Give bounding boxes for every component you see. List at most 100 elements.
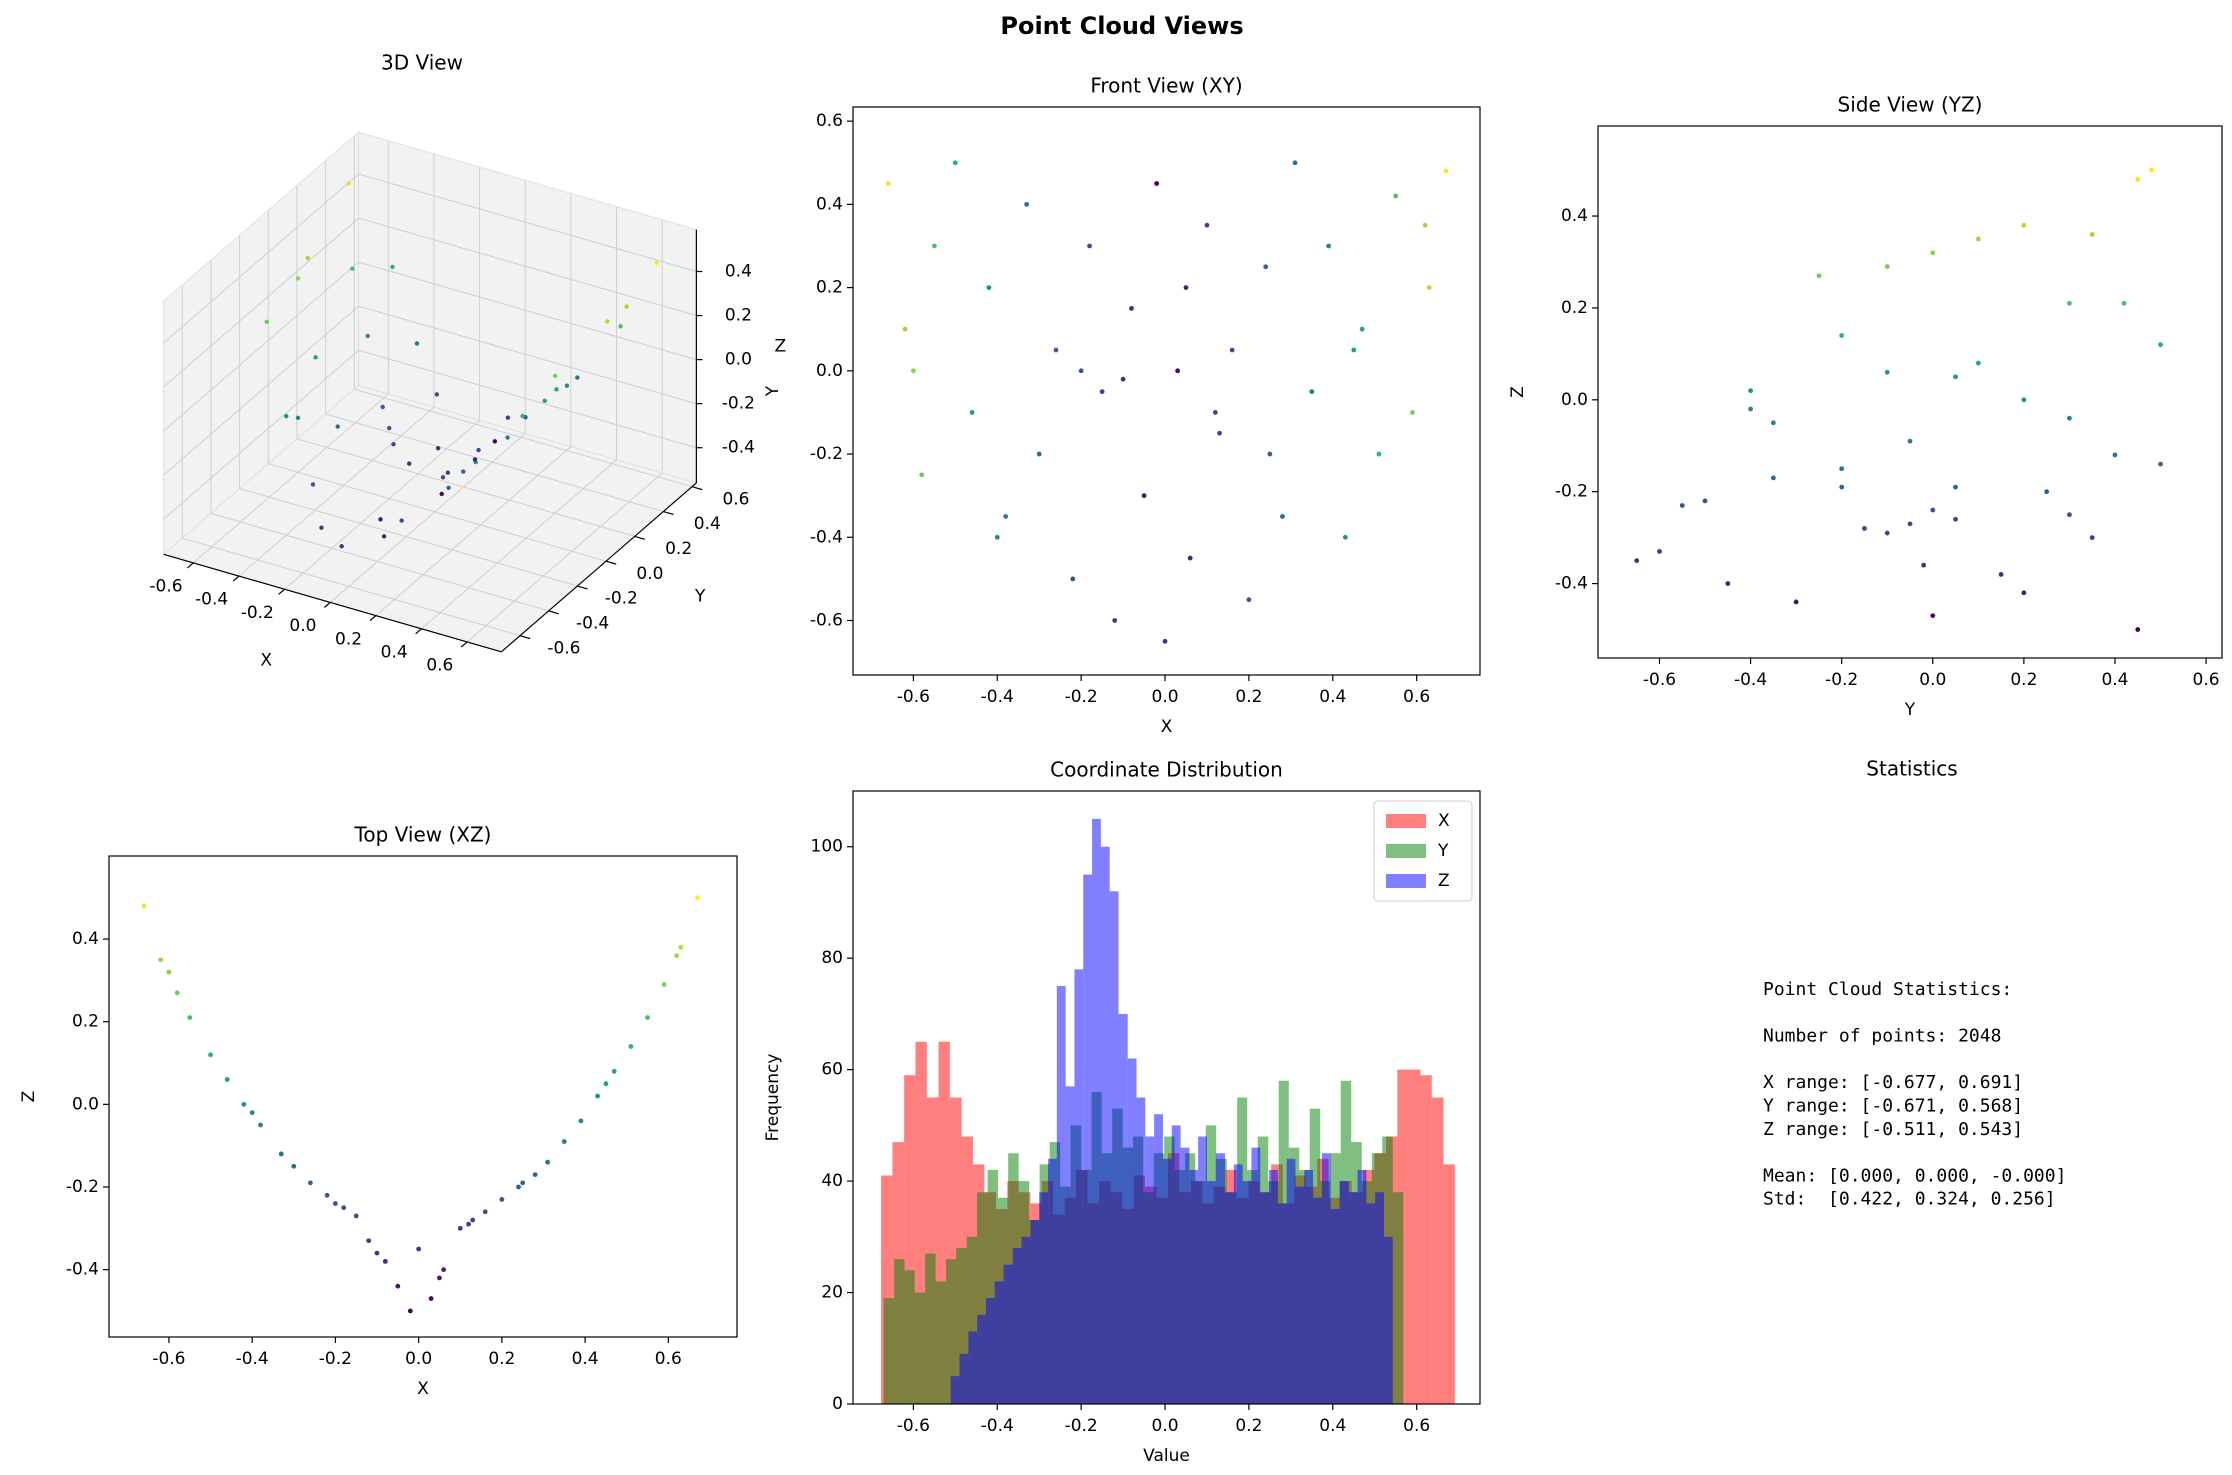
point	[2135, 176, 2141, 182]
point	[1975, 360, 1981, 366]
point	[1907, 521, 1913, 527]
stats-line: Z range: [-0.511, 0.543]	[1763, 1119, 2023, 1140]
point	[661, 982, 667, 987]
y-tick	[634, 535, 646, 540]
y-tick-label: -0.2	[605, 589, 638, 609]
point	[1099, 389, 1105, 395]
stats-line: Number of points: 2048	[1763, 1026, 2001, 1047]
point	[295, 276, 301, 281]
y-tick-label: 0.2	[1561, 298, 1588, 318]
point	[437, 1275, 442, 1281]
x-tick-label: -0.6	[152, 1349, 185, 1369]
bar	[1348, 1192, 1358, 1404]
point	[952, 160, 958, 166]
y-tick	[577, 585, 588, 590]
point	[578, 1118, 584, 1124]
z-tick-label: -0.2	[722, 394, 755, 414]
point	[461, 469, 466, 474]
grid-line	[358, 349, 697, 449]
bar	[1339, 1181, 1349, 1404]
y-tick-label: 0.2	[816, 278, 843, 298]
point	[654, 260, 659, 266]
point	[2044, 489, 2050, 495]
point	[1998, 571, 2004, 577]
bar	[1030, 1220, 1040, 1404]
point	[457, 1225, 463, 1231]
bar	[1409, 1069, 1421, 1404]
point	[1376, 451, 1382, 457]
bar	[883, 1298, 895, 1404]
point	[414, 341, 420, 346]
x-tick-label: -0.2	[1065, 687, 1098, 707]
bar	[1206, 1181, 1216, 1404]
bar	[1189, 1169, 1199, 1404]
point	[564, 383, 570, 388]
point	[1862, 526, 1867, 531]
grid-line	[239, 488, 578, 587]
bar	[1366, 1203, 1376, 1404]
y-tick-label: -0.6	[547, 638, 580, 658]
x-tick-label: 0.6	[1403, 687, 1430, 707]
point	[241, 1101, 247, 1107]
point	[2112, 452, 2118, 458]
point	[994, 534, 1000, 540]
point	[305, 255, 310, 261]
point	[1120, 376, 1126, 382]
x-tick-label: 0.2	[335, 629, 362, 649]
x-tick-label: 0.2	[1235, 1416, 1262, 1436]
point	[1229, 347, 1235, 353]
grid-line	[296, 438, 635, 537]
legend-label: X	[1438, 811, 1450, 831]
bar	[1260, 1192, 1270, 1404]
point	[554, 387, 559, 392]
bar	[1118, 1013, 1128, 1404]
point	[2067, 415, 2072, 421]
point	[434, 392, 440, 397]
grid-line	[163, 305, 359, 476]
point	[2021, 397, 2027, 403]
point	[224, 1077, 230, 1082]
point	[1953, 484, 1958, 490]
bar	[959, 1353, 969, 1404]
point	[166, 969, 172, 975]
point	[390, 264, 395, 270]
bar	[925, 1253, 936, 1404]
y-axis-label: Z	[1508, 386, 1528, 398]
y-tick-label: -0.2	[1555, 482, 1588, 502]
grid-line	[325, 413, 664, 513]
x-tick-label: -0.2	[1065, 1416, 1098, 1436]
point	[561, 1139, 567, 1144]
point	[1036, 451, 1042, 457]
grid-line	[163, 349, 359, 520]
bar	[1431, 1097, 1444, 1404]
x-tick	[415, 628, 422, 635]
axes-frame	[1597, 125, 2223, 659]
bar	[904, 1075, 916, 1404]
grid-line	[284, 420, 480, 590]
point	[552, 373, 558, 379]
point	[1884, 369, 1890, 375]
y-tick-label: -0.4	[810, 527, 843, 547]
point	[446, 485, 451, 490]
point	[2089, 535, 2095, 541]
point	[603, 1081, 609, 1087]
point	[1953, 516, 1958, 522]
bar	[1065, 1086, 1075, 1404]
point	[545, 1159, 551, 1165]
x-tick-label: -0.4	[981, 687, 1014, 707]
point	[416, 1246, 422, 1252]
bar	[987, 1169, 999, 1404]
point	[441, 1267, 447, 1273]
stats-line: Point Cloud Statistics:	[1763, 979, 2012, 1000]
x-tick-label: -0.2	[319, 1349, 352, 1369]
point	[387, 425, 392, 431]
point	[624, 304, 629, 309]
x-tick-label: 0.6	[2193, 670, 2220, 690]
bar	[915, 1041, 927, 1404]
bar	[1330, 1208, 1340, 1404]
point	[308, 1180, 313, 1186]
y-tick-label: 0.0	[72, 1094, 99, 1114]
point	[284, 413, 289, 419]
bar	[1443, 1164, 1455, 1404]
y-tick	[691, 486, 703, 491]
